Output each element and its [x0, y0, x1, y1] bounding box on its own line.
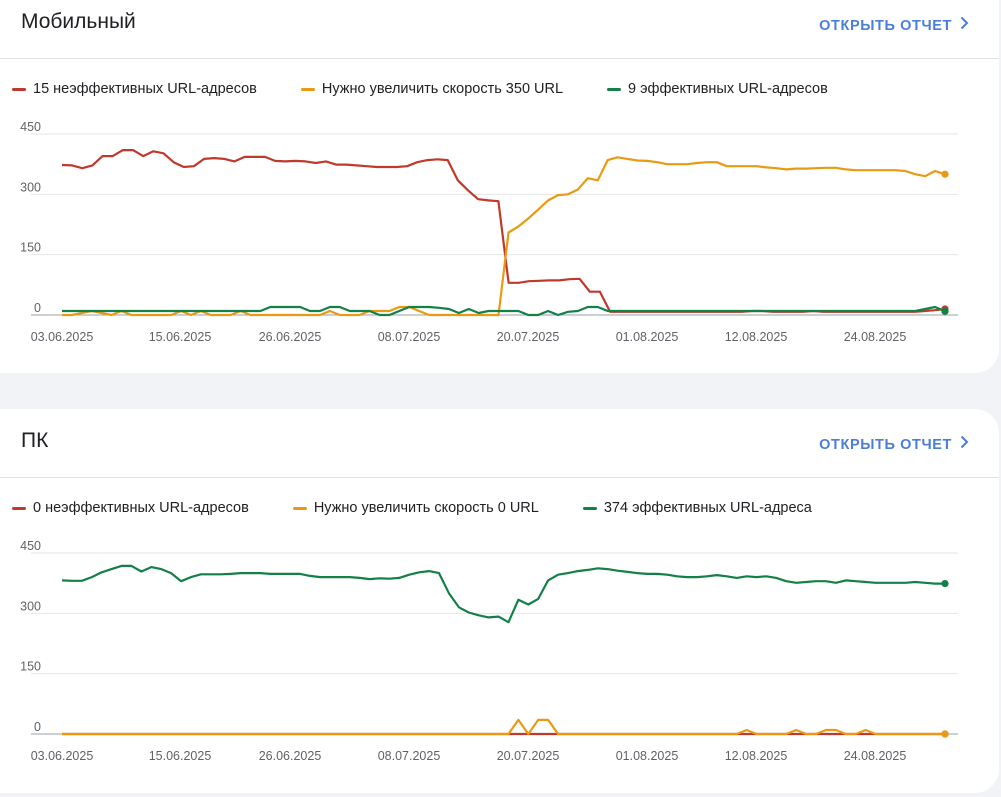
y-tick-label: 150 — [20, 660, 41, 674]
series-end-point-2[interactable] — [941, 579, 949, 588]
open-report-link[interactable]: ОТКРЫТЬ ОТЧЕТ — [819, 16, 969, 35]
series-line-2 — [61, 564, 945, 624]
legend-label-needs-improvement: Нужно увеличить скорость 0 URL — [313, 500, 539, 516]
legend-swatch-good — [582, 506, 597, 510]
legend-label-good: 9 эффективных URL-адресов — [628, 81, 828, 97]
y-tick-label: 300 — [20, 180, 41, 194]
y-tick-label: 0 — [34, 301, 41, 315]
legend-label-good: 374 эффективных URL-адреса — [603, 500, 812, 516]
card-title: Мобильный — [21, 10, 136, 33]
legend-item-poor[interactable]: 0 неэффективных URL-адресов — [12, 500, 249, 516]
chevron-right-icon — [960, 16, 969, 35]
legend-swatch-poor — [12, 87, 26, 91]
x-tick-label: 08.07.2025 — [378, 330, 441, 344]
x-tick-label: 03.06.2025 — [31, 330, 94, 344]
legend-item-good[interactable]: 9 эффективных URL-адресов — [607, 81, 828, 97]
legend-item-needs-improvement[interactable]: Нужно увеличить скорость 350 URL — [300, 81, 564, 97]
x-tick-label: 12.08.2025 — [725, 749, 788, 763]
pc-card: ПК ОТКРЫТЬ ОТЧЕТ 0 неэффективных URL-адр… — [0, 409, 999, 793]
series-line-1 — [62, 718, 945, 736]
legend-item-needs-improvement[interactable]: Нужно увеличить скорость 0 URL — [292, 500, 539, 516]
card-header: Мобильный ОТКРЫТЬ ОТЧЕТ — [0, 0, 999, 59]
chevron-right-icon — [960, 435, 969, 454]
card-header: ПК ОТКРЫТЬ ОТЧЕТ — [0, 409, 999, 478]
x-tick-label: 20.07.2025 — [497, 749, 560, 763]
series-line-1 — [62, 156, 946, 317]
legend-swatch-needs-improvement — [300, 87, 315, 91]
legend-swatch-needs-improvement — [292, 506, 307, 510]
y-tick-label: 450 — [20, 120, 41, 134]
legend-item-good[interactable]: 374 эффективных URL-адреса — [582, 500, 812, 516]
x-tick-label: 20.07.2025 — [497, 330, 560, 344]
open-report-link[interactable]: ОТКРЫТЬ ОТЧЕТ — [819, 435, 969, 454]
x-tick-label: 15.06.2025 — [149, 330, 212, 344]
mobile-card: Мобильный ОТКРЫТЬ ОТЧЕТ 15 неэффективных… — [0, 0, 999, 373]
legend-label-poor: 15 неэффективных URL-адресов — [33, 81, 257, 97]
series-end-point-1[interactable] — [941, 170, 949, 178]
x-tick-label: 26.06.2025 — [259, 330, 322, 344]
y-tick-label: 0 — [34, 720, 41, 734]
legend-swatch-poor — [12, 506, 26, 510]
x-tick-label: 26.06.2025 — [259, 749, 322, 763]
pc-line-chart: 0 150 300 450 03.06.2025 15.06.2025 26.06.2025… — [20, 539, 958, 763]
y-tick-label: 450 — [20, 539, 41, 553]
legend-label-poor: 0 неэффективных URL-адресов — [33, 500, 249, 516]
card-title: ПК — [21, 429, 49, 452]
open-report-label: ОТКРЫТЬ ОТЧЕТ — [819, 17, 952, 34]
chart-legend: 15 неэффективных URL-адресов Нужно увели… — [12, 79, 828, 99]
series-line-0 — [61, 148, 946, 313]
y-tick-label: 300 — [20, 599, 41, 613]
mobile-line-chart: 0 150 300 450 03.06.2025 15.06.2025 26.06.2025… — [20, 120, 958, 344]
open-report-label: ОТКРЫТЬ ОТЧЕТ — [819, 436, 952, 453]
x-tick-label: 12.08.2025 — [725, 330, 788, 344]
x-tick-label: 24.08.2025 — [844, 749, 907, 763]
x-tick-label: 03.06.2025 — [31, 749, 94, 763]
series-end-point-2[interactable] — [941, 307, 949, 315]
x-tick-label: 15.06.2025 — [149, 749, 212, 763]
x-tick-label: 08.07.2025 — [378, 749, 441, 763]
chart-legend: 0 неэффективных URL-адресов Нужно увелич… — [12, 498, 812, 518]
legend-swatch-good — [607, 87, 622, 91]
x-tick-label: 24.08.2025 — [844, 330, 907, 344]
series-end-point-1[interactable] — [941, 730, 949, 738]
x-tick-label: 01.08.2025 — [616, 749, 679, 763]
y-tick-label: 150 — [20, 241, 41, 255]
legend-label-needs-improvement: Нужно увеличить скорость 350 URL — [321, 81, 564, 97]
legend-item-poor[interactable]: 15 неэффективных URL-адресов — [12, 81, 257, 97]
x-tick-label: 01.08.2025 — [616, 330, 679, 344]
series-line-2 — [62, 305, 946, 317]
